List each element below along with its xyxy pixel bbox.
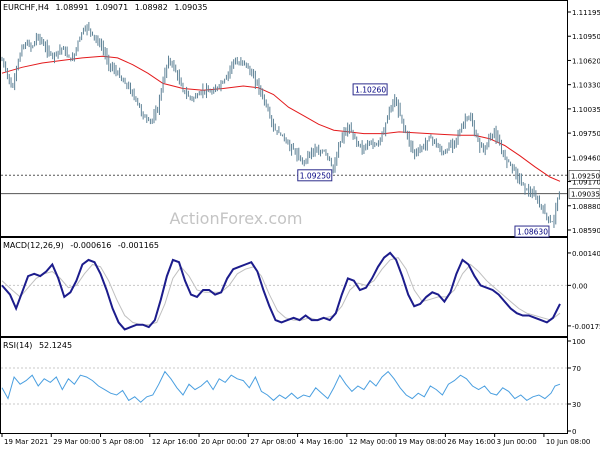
macd-layer — [1, 251, 561, 331]
x-axis-tick-label: 19 May 08:00 — [398, 438, 446, 446]
rsi-y-tick-label: 30 — [572, 401, 581, 409]
rsi-name: RSI(14) — [3, 341, 33, 350]
price-y-tick-label: 1.11195 — [572, 9, 600, 17]
rsi-layer — [1, 370, 561, 403]
price-line-tag-label: 1.09250 — [571, 172, 600, 180]
watermark: ActionForex.com — [169, 209, 302, 228]
ohlc-bars-layer — [1, 21, 560, 228]
rsi-y-tick-label: 70 — [572, 365, 581, 373]
price-y-tick-label: 1.09170 — [572, 179, 600, 187]
price-y-tick-label: 1.09460 — [572, 154, 600, 162]
macd-y-tick-label: 0.00 — [572, 282, 588, 290]
price-line-tag — [568, 188, 600, 199]
price-pane-title: EURCHF,H4 1.08991 1.09071 1.08982 1.0903… — [3, 3, 207, 12]
price-y-tick-label: 1.10620 — [572, 57, 600, 65]
x-axis-tick-label: 19 Mar 2021 — [4, 438, 48, 446]
axis-labels-layer: 1.11195 1.10950 1.10620 1.10330 1.10035 1.097… — [1, 9, 600, 446]
x-axis-tick-label: 3 Jun 00:00 — [497, 438, 537, 446]
price-y-tick-label: 1.09750 — [572, 130, 600, 138]
open-value: 1.08991 — [55, 3, 89, 12]
macd-y-tick-label: 0.00140 — [572, 250, 600, 258]
macd-name: MACD(12,26,9) — [3, 241, 64, 250]
macd-y-tick-label: -0.00175 — [572, 323, 600, 331]
x-axis-tick-label: 27 Apr 08:00 — [250, 438, 296, 446]
rsi-pane-title: RSI(14) 52.1245 — [3, 341, 72, 350]
x-axis-tick-label: 10 Jun 08:00 — [546, 438, 590, 446]
x-axis-tick-label: 26 May 16:00 — [447, 438, 495, 446]
price-annotation-label: 1.08630 — [517, 228, 548, 237]
macd-signal-value: -0.001165 — [117, 241, 159, 250]
price-annotation-box — [352, 83, 388, 96]
moving-average-line — [1, 55, 561, 182]
macd-line — [1, 251, 561, 331]
high-value: 1.09071 — [95, 3, 129, 12]
rsi-value: 52.1245 — [38, 341, 73, 350]
price-annotation-box — [514, 225, 550, 238]
annotations-layer: 1.10260 1.09250 1.08630 — [297, 83, 550, 238]
price-annotation-label: 1.10260 — [355, 85, 386, 94]
x-axis-tick-label: 29 Mar 00:00 — [53, 438, 100, 446]
moving-average-layer — [1, 55, 561, 182]
rsi-y-tick-label: 0 — [572, 428, 576, 436]
price-annotation-box — [297, 169, 333, 182]
rsi-y-tick-label: 100 — [572, 338, 585, 346]
rsi-pane — [0, 337, 568, 434]
rsi-line — [1, 370, 561, 403]
close-value: 1.09035 — [174, 3, 208, 12]
x-axis-tick-label: 5 Apr 08:00 — [103, 438, 144, 446]
price-pane — [0, 0, 568, 237]
price-annotation-label: 1.09250 — [300, 171, 331, 180]
price-y-tick-label: 1.08880 — [572, 203, 600, 211]
price-line-tag-label: 1.09035 — [571, 191, 600, 199]
price-y-tick-label: 1.10950 — [572, 33, 600, 41]
x-axis-tick-label: 12 Apr 16:00 — [152, 438, 198, 446]
price-y-tick-label: 1.08590 — [572, 227, 600, 235]
macd-value: -0.000616 — [70, 241, 112, 250]
x-axis-tick-label: 20 Apr 00:00 — [201, 438, 247, 446]
symbol-label: EURCHF,H4 — [3, 3, 49, 12]
x-axis-tick-label: 4 May 16:00 — [300, 438, 344, 446]
grid-layer — [1, 174, 567, 405]
price-y-tick-label: 1.10330 — [572, 82, 600, 90]
macd-pane-title: MACD(12,26,9) -0.000616 -0.001165 — [3, 241, 159, 250]
macd-pane — [0, 237, 568, 337]
low-value: 1.08982 — [134, 3, 168, 12]
x-axis-tick-label: 12 May 00:00 — [349, 438, 397, 446]
price-y-tick-label: 1.10035 — [572, 106, 600, 114]
price-line-tag — [568, 170, 600, 181]
